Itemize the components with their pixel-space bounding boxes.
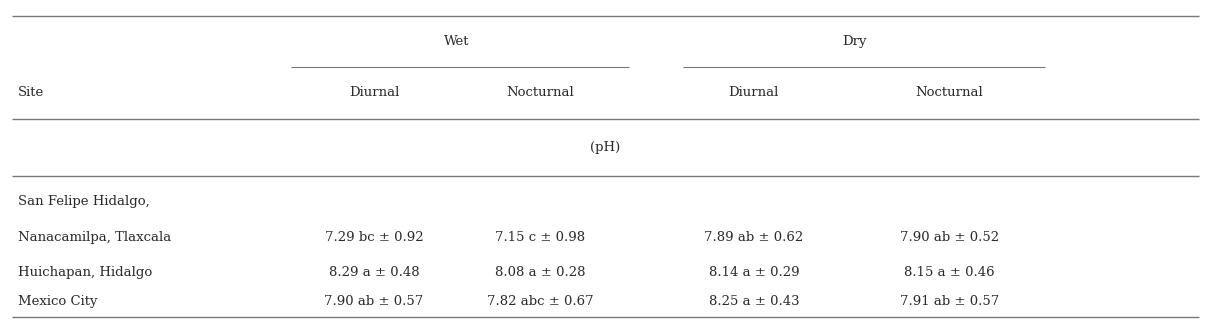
Text: Nocturnal: Nocturnal xyxy=(506,87,574,99)
Text: Site: Site xyxy=(18,87,45,99)
Text: 7.15 c ± 0.98: 7.15 c ± 0.98 xyxy=(495,231,585,244)
Text: Nocturnal: Nocturnal xyxy=(916,87,983,99)
Text: Nanacamilpa, Tlaxcala: Nanacamilpa, Tlaxcala xyxy=(18,231,171,244)
Text: (pH): (pH) xyxy=(591,141,620,154)
Text: San Felipe Hidalgo,: San Felipe Hidalgo, xyxy=(18,196,150,208)
Text: 7.90 ab ± 0.57: 7.90 ab ± 0.57 xyxy=(325,295,424,308)
Text: Diurnal: Diurnal xyxy=(729,87,779,99)
Text: Wet: Wet xyxy=(444,35,470,48)
Text: Mexico City: Mexico City xyxy=(18,295,98,308)
Text: Huichapan, Hidalgo: Huichapan, Hidalgo xyxy=(18,266,153,279)
Text: 7.29 bc ± 0.92: 7.29 bc ± 0.92 xyxy=(325,231,424,244)
Text: 8.15 a ± 0.46: 8.15 a ± 0.46 xyxy=(905,266,995,279)
Text: 8.25 a ± 0.43: 8.25 a ± 0.43 xyxy=(708,295,799,308)
Text: 7.90 ab ± 0.52: 7.90 ab ± 0.52 xyxy=(900,231,999,244)
Text: 7.89 ab ± 0.62: 7.89 ab ± 0.62 xyxy=(705,231,803,244)
Text: Dry: Dry xyxy=(843,35,867,48)
Text: 8.29 a ± 0.48: 8.29 a ± 0.48 xyxy=(328,266,419,279)
Text: 8.14 a ± 0.29: 8.14 a ± 0.29 xyxy=(708,266,799,279)
Text: 8.08 a ± 0.28: 8.08 a ± 0.28 xyxy=(495,266,585,279)
Text: 7.82 abc ± 0.67: 7.82 abc ± 0.67 xyxy=(487,295,593,308)
Text: Diurnal: Diurnal xyxy=(349,87,400,99)
Text: 7.91 ab ± 0.57: 7.91 ab ± 0.57 xyxy=(900,295,999,308)
